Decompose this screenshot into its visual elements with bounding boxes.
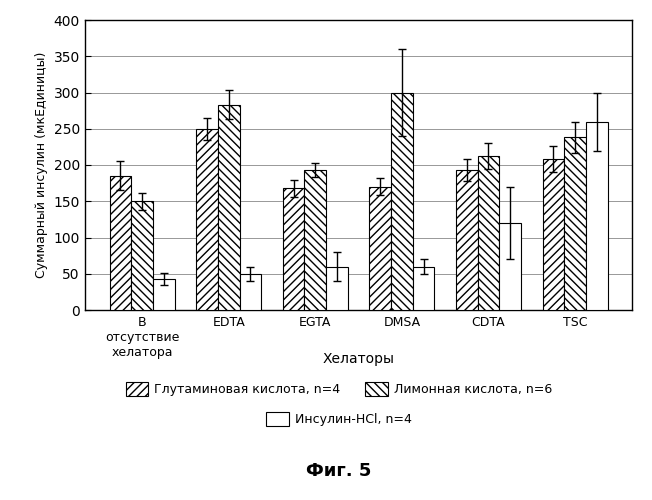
Bar: [110, 176, 131, 310]
Bar: [478, 156, 499, 310]
Bar: [218, 105, 239, 310]
Bar: [564, 138, 586, 310]
Bar: [326, 266, 348, 310]
Bar: [456, 170, 478, 310]
Bar: [196, 128, 218, 310]
Text: Хелаторы: Хелаторы: [323, 352, 394, 366]
Bar: [239, 274, 261, 310]
Bar: [499, 223, 521, 310]
Bar: [586, 122, 608, 310]
Bar: [283, 188, 304, 310]
Bar: [413, 266, 434, 310]
Y-axis label: Суммарный инсулин (мкЕдиницы): Суммарный инсулин (мкЕдиницы): [35, 52, 48, 278]
Bar: [304, 170, 326, 310]
Bar: [391, 92, 413, 310]
Bar: [542, 159, 564, 310]
Legend: Глутаминовая кислота, n=4, Лимонная кислота, n=6: Глутаминовая кислота, n=4, Лимонная кисл…: [126, 382, 552, 396]
Bar: [370, 186, 391, 310]
Bar: [153, 279, 175, 310]
Legend: Инсулин-HCl, n=4: Инсулин-HCl, n=4: [266, 412, 412, 426]
Bar: [131, 201, 153, 310]
Text: Фиг. 5: Фиг. 5: [306, 462, 372, 480]
